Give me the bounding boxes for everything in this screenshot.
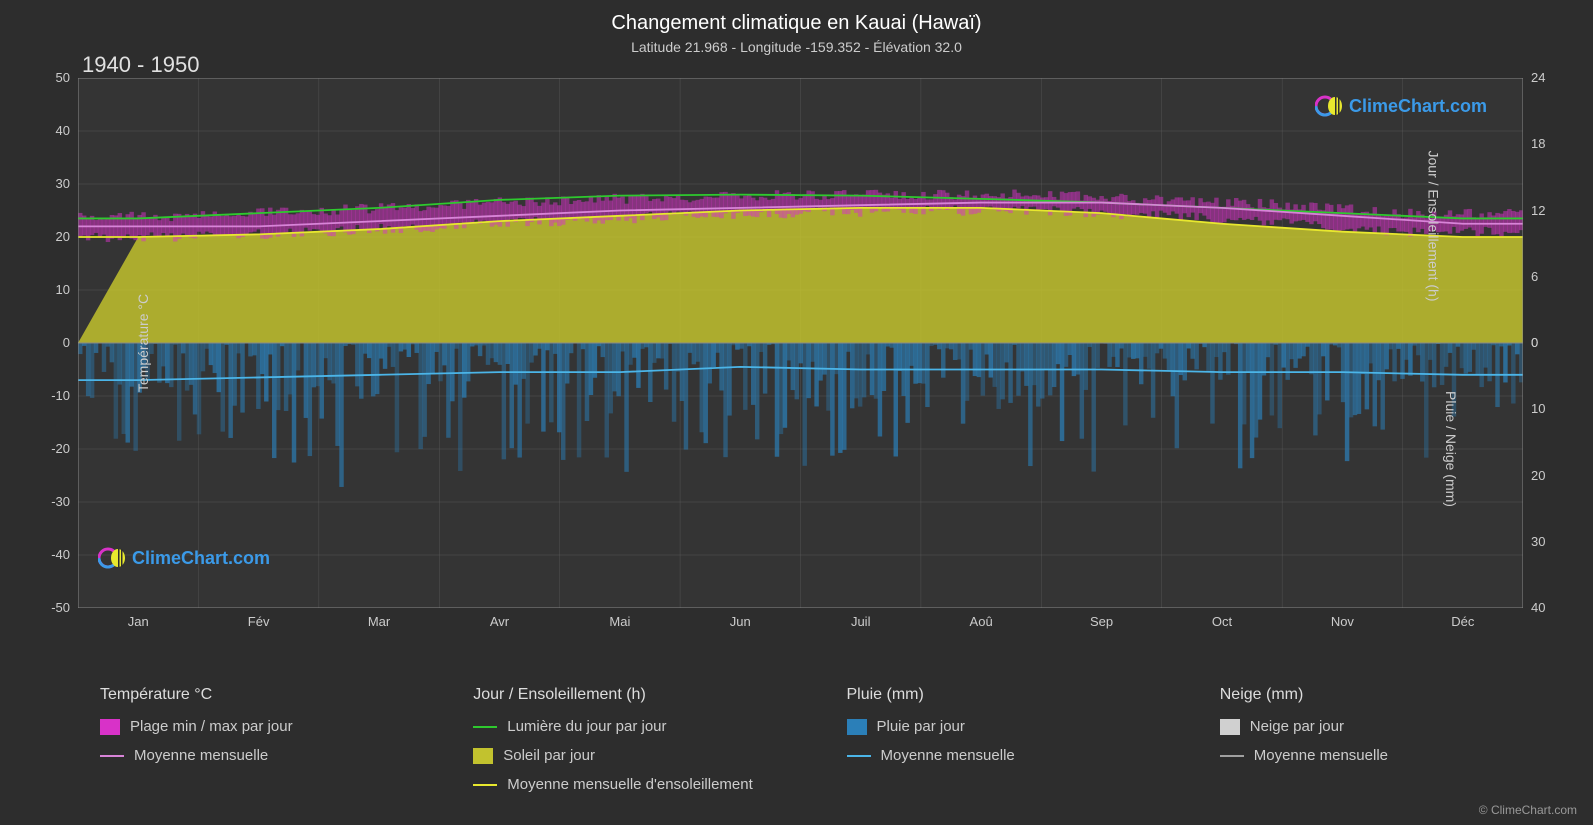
- axis-tick-label: Jan: [128, 614, 149, 629]
- axis-tick-label: 10: [56, 282, 70, 297]
- axis-tick-label: 30: [56, 176, 70, 191]
- axis-tick-label: Jun: [730, 614, 751, 629]
- legend-item: Pluie par jour: [847, 718, 1180, 735]
- plot-area: Température °C Jour / Ensoleillement (h)…: [78, 78, 1523, 608]
- axis-tick-label: -50: [51, 600, 70, 615]
- period-label: 1940 - 1950: [82, 52, 199, 78]
- axis-tick-label: Avr: [490, 614, 509, 629]
- logo-icon: [98, 544, 126, 572]
- axis-tick-label: 18: [1531, 136, 1545, 151]
- watermark-text: ClimeChart.com: [132, 548, 270, 569]
- legend-group-title: Neige (mm): [1220, 686, 1553, 704]
- legend-item: Lumière du jour par jour: [473, 718, 806, 735]
- axis-tick-label: -30: [51, 494, 70, 509]
- axis-tick-label: -40: [51, 547, 70, 562]
- chart-subtitle: Latitude 21.968 - Longitude -159.352 - É…: [0, 35, 1593, 55]
- axis-tick-label: Mar: [368, 614, 390, 629]
- axis-tick-label: Fév: [248, 614, 270, 629]
- axis-tick-label: Nov: [1331, 614, 1354, 629]
- axis-tick-label: 24: [1531, 70, 1545, 85]
- legend-swatch: [847, 755, 871, 757]
- legend-swatch: [473, 726, 497, 728]
- legend-group: Neige (mm) Neige par jour Moyenne mensuell…: [1220, 686, 1553, 805]
- axis-tick-label: 40: [1531, 600, 1545, 615]
- legend-swatch: [847, 719, 867, 735]
- legend-group-title: Jour / Ensoleillement (h): [473, 686, 806, 704]
- legend-group-title: Température °C: [100, 686, 433, 704]
- y-axis-right-top-label: Jour / Ensoleillement (h): [1426, 151, 1442, 302]
- legend-group: Pluie (mm) Pluie par jour Moyenne mensuell…: [847, 686, 1180, 805]
- legend-group: Température °C Plage min / max par jour Mo…: [100, 686, 433, 805]
- axis-tick-label: 40: [56, 123, 70, 138]
- logo-icon: [1315, 92, 1343, 120]
- watermark-text: ClimeChart.com: [1349, 96, 1487, 117]
- watermark-top-right: ClimeChart.com: [1315, 92, 1487, 120]
- legend-item: Moyenne mensuelle d'ensoleillement: [473, 776, 806, 793]
- axis-tick-label: 12: [1531, 203, 1545, 218]
- legend-group: Jour / Ensoleillement (h) Lumière du jour…: [473, 686, 806, 805]
- axis-tick-label: 0: [63, 335, 70, 350]
- legend-group-title: Pluie (mm): [847, 686, 1180, 704]
- y-axis-left-label: Température °C: [135, 294, 151, 392]
- legend-swatch: [1220, 755, 1244, 757]
- legend-swatch: [1220, 719, 1240, 735]
- legend-label: Plage min / max par jour: [130, 718, 293, 735]
- legend-item: Plage min / max par jour: [100, 718, 433, 735]
- legend-label: Neige par jour: [1250, 718, 1344, 735]
- legend-label: Pluie par jour: [877, 718, 965, 735]
- axis-tick-label: -10: [51, 388, 70, 403]
- axis-tick-label: Oct: [1212, 614, 1232, 629]
- chart-container: Changement climatique en Kauai (Hawaï) L…: [0, 0, 1593, 825]
- watermark-bottom-left: ClimeChart.com: [98, 544, 270, 572]
- legend-item: Soleil par jour: [473, 747, 806, 764]
- axis-tick-label: Sep: [1090, 614, 1113, 629]
- axis-tick-label: -20: [51, 441, 70, 456]
- axis-tick-label: Déc: [1451, 614, 1474, 629]
- legend-item: Moyenne mensuelle: [847, 747, 1180, 764]
- axis-tick-label: 20: [1531, 468, 1545, 483]
- axis-tick-label: Juil: [851, 614, 871, 629]
- axis-tick-label: 50: [56, 70, 70, 85]
- copyright: © ClimeChart.com: [1479, 803, 1577, 817]
- legend-item: Moyenne mensuelle: [100, 747, 433, 764]
- legend-item: Moyenne mensuelle: [1220, 747, 1553, 764]
- legend-label: Moyenne mensuelle d'ensoleillement: [507, 776, 753, 793]
- axis-tick-label: Aoû: [970, 614, 993, 629]
- axis-tick-label: 20: [56, 229, 70, 244]
- axis-tick-label: 30: [1531, 534, 1545, 549]
- plot-svg: [78, 78, 1523, 608]
- axis-tick-label: 6: [1531, 269, 1538, 284]
- axis-tick-label: Mai: [609, 614, 630, 629]
- y-axis-right-bottom-label: Pluie / Neige (mm): [1443, 391, 1459, 507]
- chart-title: Changement climatique en Kauai (Hawaï): [0, 0, 1593, 35]
- axis-tick-label: 10: [1531, 401, 1545, 416]
- legend-swatch: [473, 748, 493, 764]
- legend-label: Moyenne mensuelle: [881, 747, 1015, 764]
- axis-tick-label: 0: [1531, 335, 1538, 350]
- legend-swatch: [473, 784, 497, 786]
- legend-swatch: [100, 719, 120, 735]
- legend-label: Lumière du jour par jour: [507, 718, 666, 735]
- legend-label: Soleil par jour: [503, 747, 595, 764]
- legend-swatch: [100, 755, 124, 757]
- legend-label: Moyenne mensuelle: [134, 747, 268, 764]
- legend-item: Neige par jour: [1220, 718, 1553, 735]
- legend: Température °C Plage min / max par jour Mo…: [100, 686, 1553, 805]
- legend-label: Moyenne mensuelle: [1254, 747, 1388, 764]
